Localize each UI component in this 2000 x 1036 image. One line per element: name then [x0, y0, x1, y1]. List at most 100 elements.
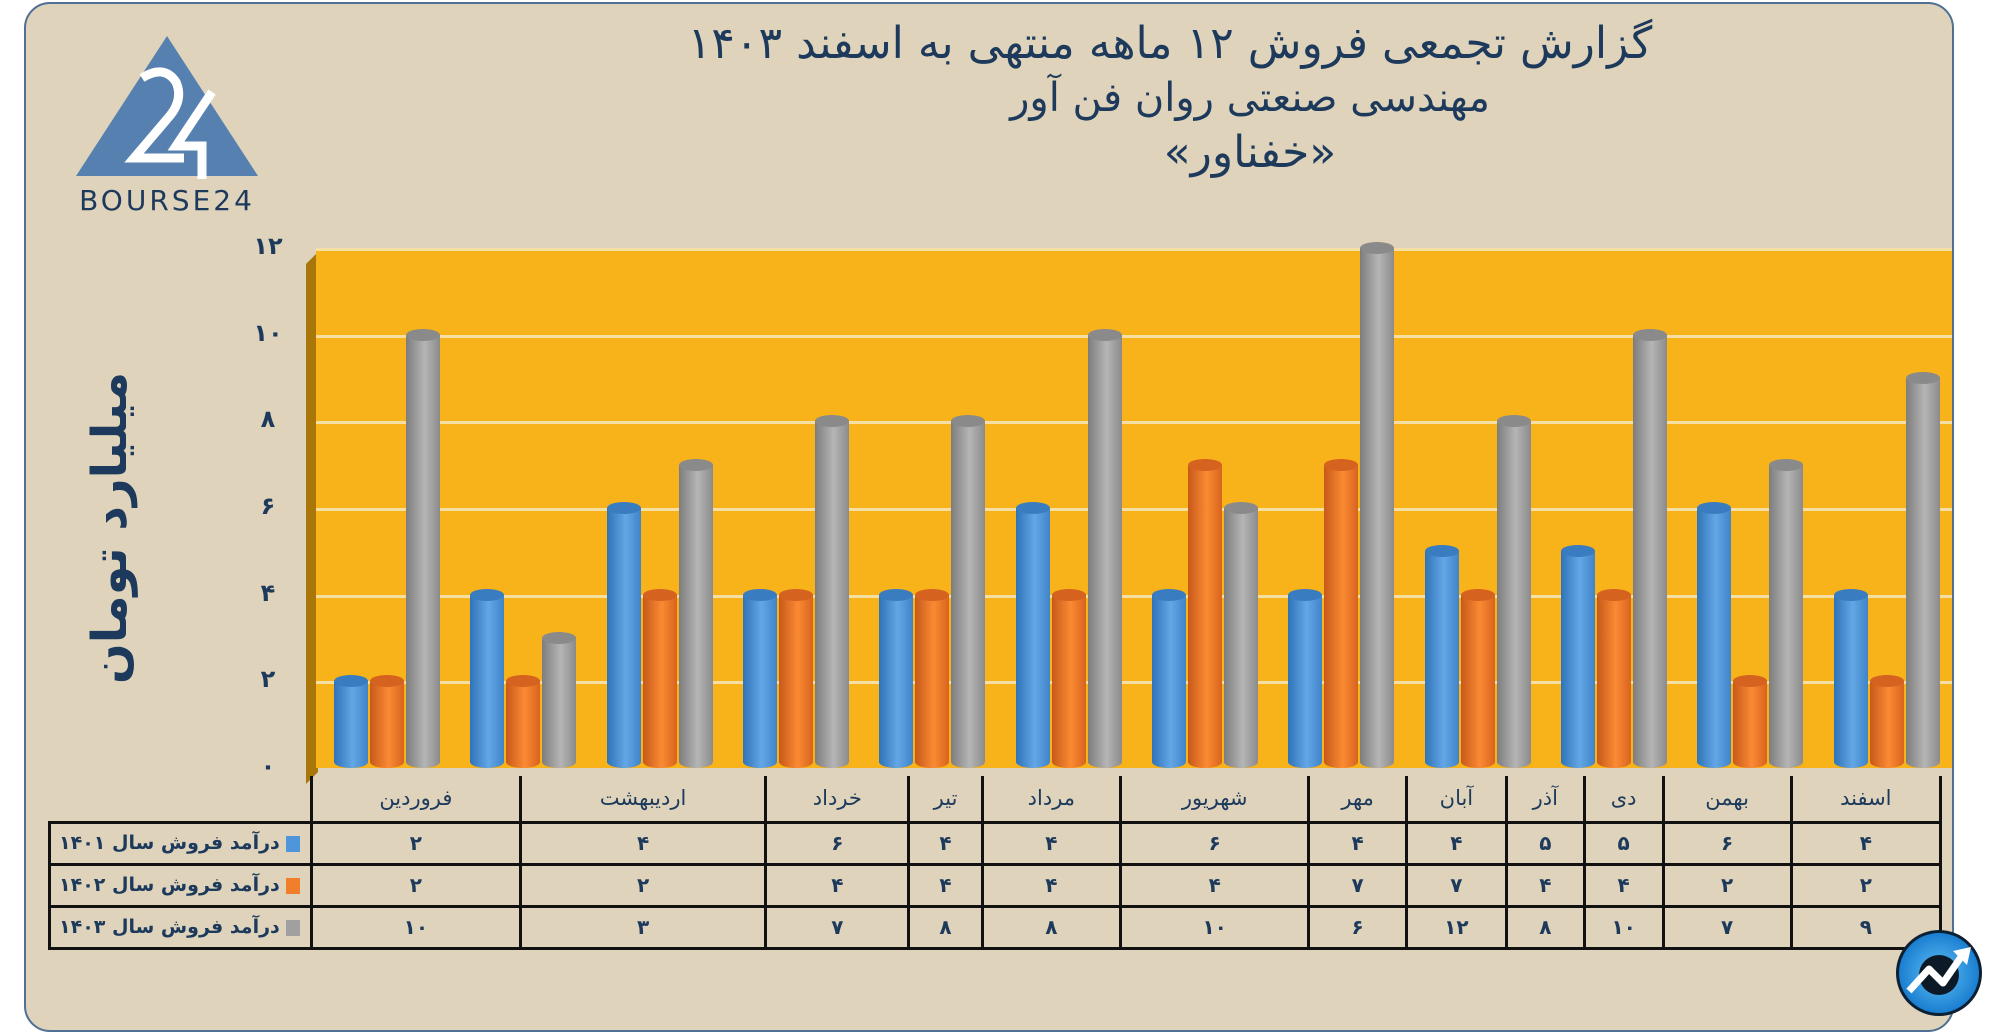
title-line-2: مهندسی صنعتی روان فن آور — [1010, 75, 1490, 121]
legend-entry: درآمد فروش سال ۱۴۰۱ — [48, 820, 313, 866]
bar — [370, 675, 404, 768]
bar — [1015, 502, 1050, 768]
y-tick-label: ۶ — [260, 492, 276, 520]
bourse24-triangle-logo-icon — [76, 36, 258, 179]
bar — [1051, 588, 1086, 768]
table-cell: ۸ — [907, 904, 984, 950]
table-cell: ۲ — [1661, 862, 1793, 908]
bar — [678, 458, 713, 768]
bar — [1869, 675, 1904, 768]
table-cell: ۱۰ — [1118, 904, 1311, 950]
bar — [879, 588, 914, 768]
table-row: درآمد فروش سال ۱۴۰۳ ۱۰ ۳ ۷ ۸ ۸ ۱۰ ۶ ۱۲ ۸ ۱۰ ۷ ۹ — [48, 904, 1943, 950]
bar — [1188, 458, 1222, 768]
legend-swatch-icon — [285, 919, 300, 936]
bar — [1087, 328, 1122, 768]
table-cell: ۴ — [1582, 862, 1665, 908]
bar — [1460, 588, 1495, 768]
bar — [1769, 458, 1804, 768]
month-header: شهریور — [1118, 776, 1311, 824]
bar — [1288, 588, 1323, 768]
table-cell: ۲ — [310, 820, 522, 866]
gridline — [316, 594, 1952, 598]
bar — [606, 502, 641, 768]
bar — [1324, 458, 1359, 768]
table-cell: ۵ — [1582, 820, 1665, 866]
table-row: درآمد فروش سال ۱۴۰۲ ۲ ۲ ۴ ۴ ۴ ۴ ۷ ۷ ۴ ۴ ۲ ۲ — [48, 862, 1943, 908]
month-header: بهمن — [1661, 776, 1793, 824]
y-tick-label: ۴ — [260, 578, 276, 607]
month-header: آذر — [1504, 776, 1586, 824]
table-cell: ۱۰ — [1582, 904, 1665, 950]
table-cell: ۶ — [1661, 820, 1793, 866]
table-cell: ۴ — [980, 862, 1122, 908]
table-cell: ۶ — [1118, 820, 1311, 866]
table-cell: ۴ — [764, 862, 911, 908]
bar — [1152, 588, 1186, 768]
table-cell: ۱۰ — [310, 904, 522, 950]
bar — [1360, 242, 1395, 768]
table-cell: ۲ — [518, 862, 768, 908]
table-cell: ۱۲ — [1404, 904, 1508, 950]
gridline — [316, 681, 1952, 685]
bar — [1224, 502, 1258, 768]
bar — [815, 415, 849, 768]
legend-swatch-icon — [285, 877, 300, 894]
bar — [642, 588, 677, 768]
title-line-3: «خفناور» — [1163, 127, 1337, 178]
month-header: دی — [1582, 776, 1665, 824]
legend-entry: درآمد فروش سال ۱۴۰۲ — [48, 862, 313, 908]
table-cell: ۴ — [907, 820, 984, 866]
bar — [1496, 415, 1531, 768]
table-cell: ۲ — [310, 862, 522, 908]
table-cell: ۷ — [1404, 862, 1508, 908]
bar — [1833, 588, 1868, 768]
table-cell: ۵ — [1504, 820, 1586, 866]
table-cell: ۷ — [1307, 862, 1408, 908]
legend-label: درآمد فروش سال ۱۴۰۱ — [59, 832, 280, 854]
title-line-1: گزارش تجمعی فروش ۱۲ ماهه منتهی به اسفند … — [687, 18, 1653, 69]
bar — [1697, 502, 1732, 768]
bar — [743, 588, 777, 768]
bar — [542, 632, 577, 768]
month-header: مرداد — [980, 776, 1122, 824]
table-cell: ۸ — [980, 904, 1122, 950]
bar — [1633, 328, 1667, 768]
chart-title: گزارش تجمعی فروش ۱۲ ماهه منتهی به اسفند … — [640, 16, 1700, 182]
month-header: اسفند — [1789, 776, 1943, 824]
month-header: فروردین — [310, 776, 522, 824]
gridline — [316, 421, 1952, 425]
table-cell: ۴ — [1504, 862, 1586, 908]
table-cell: ۴ — [1404, 820, 1508, 866]
bar — [334, 675, 368, 768]
bar — [406, 328, 440, 768]
table-cell: ۴ — [907, 862, 984, 908]
table-cell: ۴ — [1307, 820, 1408, 866]
gridline — [316, 334, 1952, 338]
bar — [951, 415, 986, 768]
y-tick-label: ۲ — [260, 665, 276, 694]
month-header: آبان — [1404, 776, 1508, 824]
bar — [915, 588, 950, 768]
y-tick-label: ۰ — [260, 752, 276, 780]
y-axis-title: میلیارد تومان — [82, 371, 138, 685]
table-cell: ۶ — [764, 820, 911, 866]
table-cell: ۳ — [518, 904, 768, 950]
table-cell: ۴ — [518, 820, 768, 866]
bar — [1733, 675, 1768, 768]
bar — [1561, 545, 1595, 768]
table-cell: ۷ — [764, 904, 911, 950]
month-header: اردیبهشت — [518, 776, 768, 824]
table-cell: ۴ — [980, 820, 1122, 866]
plot-area — [316, 242, 1952, 768]
table-cell: ۷ — [1661, 904, 1793, 950]
y-tick-label: ۱۲ — [253, 232, 283, 260]
legend-label: درآمد فروش سال ۱۴۰۲ — [59, 874, 280, 896]
month-header: مهر — [1307, 776, 1408, 824]
bar — [1597, 588, 1631, 768]
month-header: خرداد — [764, 776, 911, 824]
legend-entry: درآمد فروش سال ۱۴۰۳ — [48, 904, 313, 950]
data-table: فروردین اردیبهشت خرداد تیر مرداد شهریور مهر آبا… — [48, 776, 1943, 950]
table-cell: ۶ — [1307, 904, 1408, 950]
logo-text: BOURSE24 — [79, 184, 255, 217]
